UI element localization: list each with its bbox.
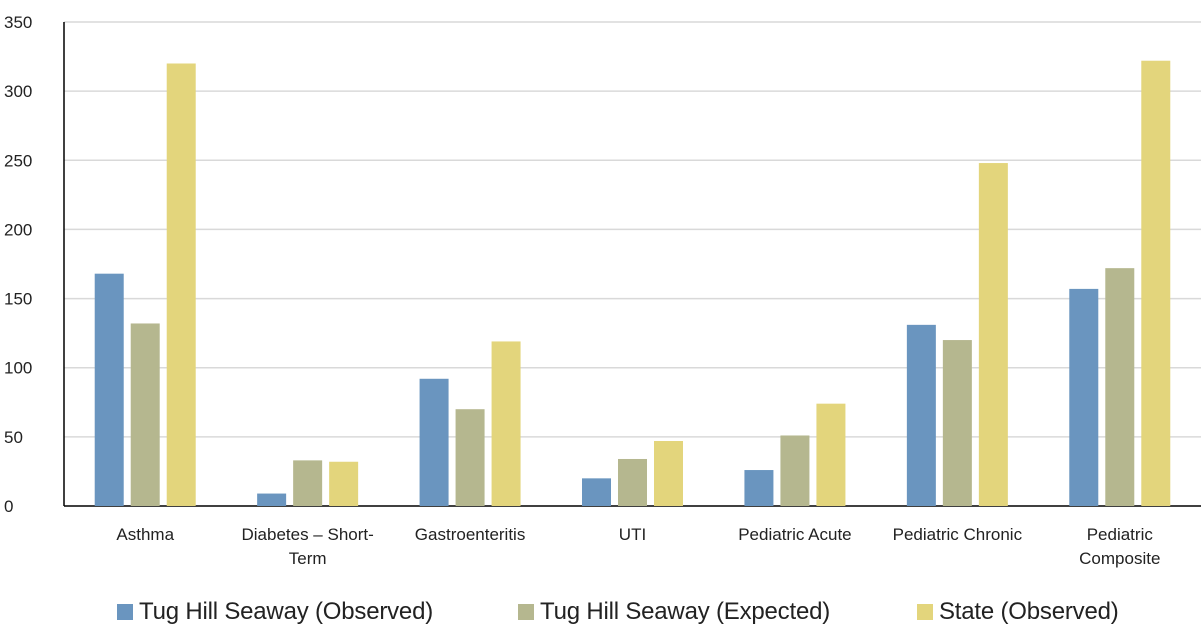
bar bbox=[329, 461, 359, 506]
bar bbox=[130, 323, 160, 506]
bar bbox=[744, 470, 774, 506]
bar-chart: 0 50 100 150 200 250 300 350 Asthma Diabetes – Sh… bbox=[4, 13, 1201, 568]
legend-label-state: State (Observed) bbox=[939, 598, 1119, 625]
bar bbox=[293, 460, 323, 506]
bar bbox=[618, 458, 647, 506]
bar bbox=[978, 163, 1008, 506]
x-tick-label: Gastroenteritis bbox=[415, 525, 526, 544]
x-tick-label: Term bbox=[289, 549, 327, 568]
y-tick-label: 350 bbox=[4, 13, 32, 32]
x-tick-label: Pediatric Acute bbox=[738, 525, 851, 544]
bar bbox=[1141, 60, 1171, 506]
legend-label-observed: Tug Hill Seaway (Observed) bbox=[139, 598, 434, 625]
x-tick-label: Composite bbox=[1079, 549, 1160, 568]
legend-item-observed: Tug Hill Seaway (Observed) bbox=[117, 592, 433, 632]
bar bbox=[94, 273, 124, 506]
bar bbox=[816, 403, 846, 506]
y-tick-label: 300 bbox=[4, 82, 32, 101]
bar bbox=[1069, 288, 1099, 506]
bar bbox=[1105, 268, 1135, 506]
y-tick-label: 0 bbox=[4, 497, 13, 516]
legend-item-expected: Tug Hill Seaway (Expected) bbox=[518, 592, 830, 632]
bar bbox=[491, 341, 521, 506]
y-tick-label: 200 bbox=[4, 220, 32, 239]
bar bbox=[780, 435, 810, 506]
y-tick-label: 250 bbox=[4, 151, 32, 170]
legend-swatch-state bbox=[917, 604, 933, 620]
legend-item-state: State (Observed) bbox=[917, 592, 1119, 632]
x-tick-label: Pediatric Chronic bbox=[893, 525, 1023, 544]
y-tick-label: 150 bbox=[4, 290, 32, 309]
x-tick-label: UTI bbox=[619, 525, 646, 544]
x-tick-label: Pediatric bbox=[1087, 525, 1154, 544]
legend-swatch-observed bbox=[117, 604, 133, 620]
bar bbox=[942, 340, 972, 506]
bar bbox=[257, 493, 287, 506]
legend: Tug Hill Seaway (Observed) Tug Hill Seaw… bbox=[0, 592, 1201, 632]
bar bbox=[166, 63, 196, 506]
y-tick-label: 100 bbox=[4, 359, 32, 378]
x-tick-label: Diabetes – Short- bbox=[241, 525, 373, 544]
x-tick-label: Asthma bbox=[116, 525, 174, 544]
legend-swatch-expected bbox=[518, 604, 534, 620]
bar bbox=[455, 409, 485, 506]
legend-label-expected: Tug Hill Seaway (Expected) bbox=[540, 598, 831, 625]
bar bbox=[654, 441, 683, 506]
bar bbox=[582, 478, 611, 506]
bar bbox=[906, 324, 936, 506]
bar bbox=[419, 378, 449, 506]
y-tick-label: 50 bbox=[4, 428, 23, 447]
